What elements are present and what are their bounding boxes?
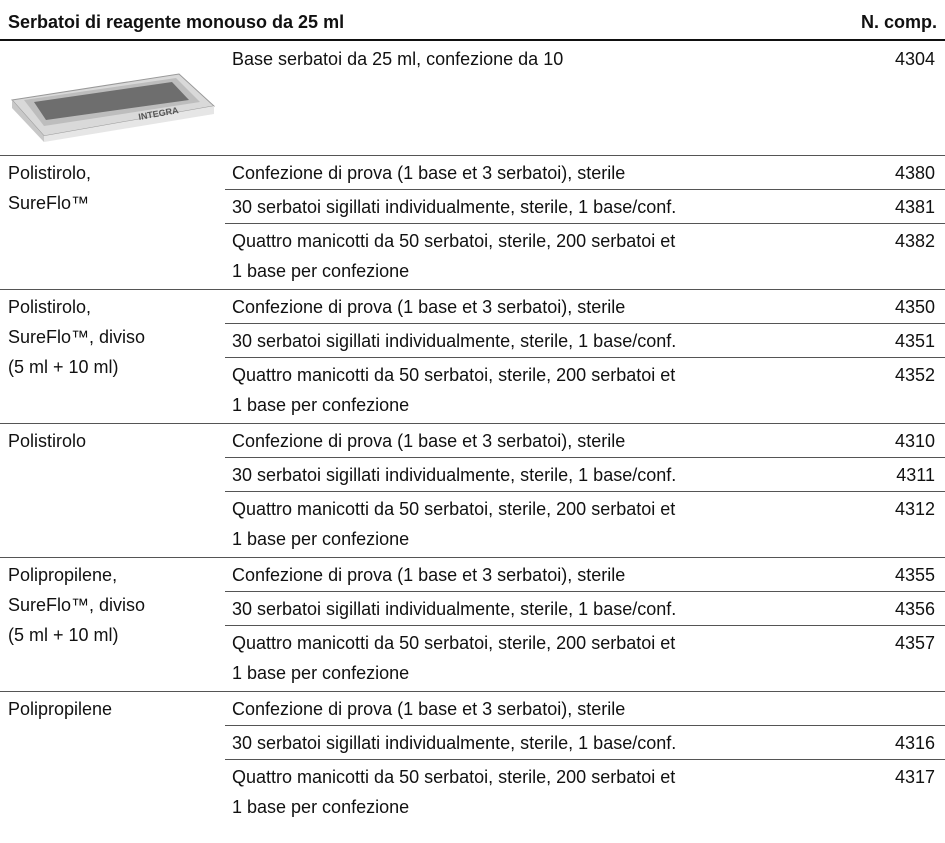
description: 30 serbatoi sigillati individualmente, s… [232,733,677,753]
row-rule [225,591,945,592]
row-rule [225,491,945,492]
description: Quattro manicotti da 50 serbatoi, steril… [232,231,676,251]
row-rule [225,323,945,324]
row-rule [225,223,945,224]
description: 30 serbatoi sigillati individualmente, s… [232,465,677,485]
description: 1 base per confezione [232,261,410,281]
base-code: 4304 [894,49,935,69]
code: 4351 [894,331,935,351]
group-label: (5 ml + 10 ml) [8,357,119,377]
row-rule [225,189,945,190]
description: Confezione di prova (1 base et 3 serbato… [232,565,626,585]
code: 4316 [894,733,935,753]
description: 30 serbatoi sigillati individualmente, s… [232,599,677,619]
description: Quattro manicotti da 50 serbatoi, steril… [232,499,676,519]
description: 30 serbatoi sigillati individualmente, s… [232,197,677,217]
code: 4357 [894,633,935,653]
group-rule [0,289,945,290]
description: Confezione di prova (1 base et 3 serbato… [232,163,626,183]
group-label: SureFlo™ [8,193,90,213]
code: 4311 [896,465,935,485]
group-label: Polistirolo, [8,297,92,317]
group-label: (5 ml + 10 ml) [8,625,119,645]
group-label: Polipropilene, [8,565,118,585]
code-heading: N. comp. [860,12,937,32]
row-rule [225,457,945,458]
code: 4355 [894,565,935,585]
group-rule [0,423,945,424]
code: 4381 [894,197,935,217]
description: Confezione di prova (1 base et 3 serbato… [232,431,626,451]
description: 1 base per confezione [232,395,410,415]
code: 4382 [894,231,935,251]
code: 4352 [894,365,935,385]
row-rule [225,759,945,760]
product-image: INTEGRA [11,73,216,142]
group-label: Polistirolo, [8,163,92,183]
description: Quattro manicotti da 50 serbatoi, steril… [232,365,676,385]
description: 1 base per confezione [232,663,410,683]
description: Quattro manicotti da 50 serbatoi, steril… [232,767,676,787]
code: 4312 [894,499,935,519]
row-rule [225,357,945,358]
description: 30 serbatoi sigillati individualmente, s… [232,331,677,351]
group-label: SureFlo™, diviso [8,327,146,347]
group-rule [0,691,945,692]
description: Confezione di prova (1 base et 3 serbato… [232,699,626,719]
title: Serbatoi di reagente monouso da 25 ml [8,12,345,32]
row-rule [225,625,945,626]
code: 4350 [894,297,935,317]
row-rule [225,725,945,726]
group-label: Polistirolo [8,431,87,451]
base-description: Base serbatoi da 25 ml, confezione da 10 [232,49,564,69]
description: 1 base per confezione [232,797,410,817]
group-rule [0,557,945,558]
header-rule [0,39,945,41]
code: 4380 [894,163,935,183]
code: 4310 [894,431,935,451]
description: 1 base per confezione [232,529,410,549]
group-label: SureFlo™, diviso [8,595,146,615]
description: Quattro manicotti da 50 serbatoi, steril… [232,633,676,653]
description: Confezione di prova (1 base et 3 serbato… [232,297,626,317]
group-label: Polipropilene [8,699,113,719]
code: 4356 [894,599,935,619]
group-rule [0,155,945,156]
code: 4317 [894,767,935,787]
